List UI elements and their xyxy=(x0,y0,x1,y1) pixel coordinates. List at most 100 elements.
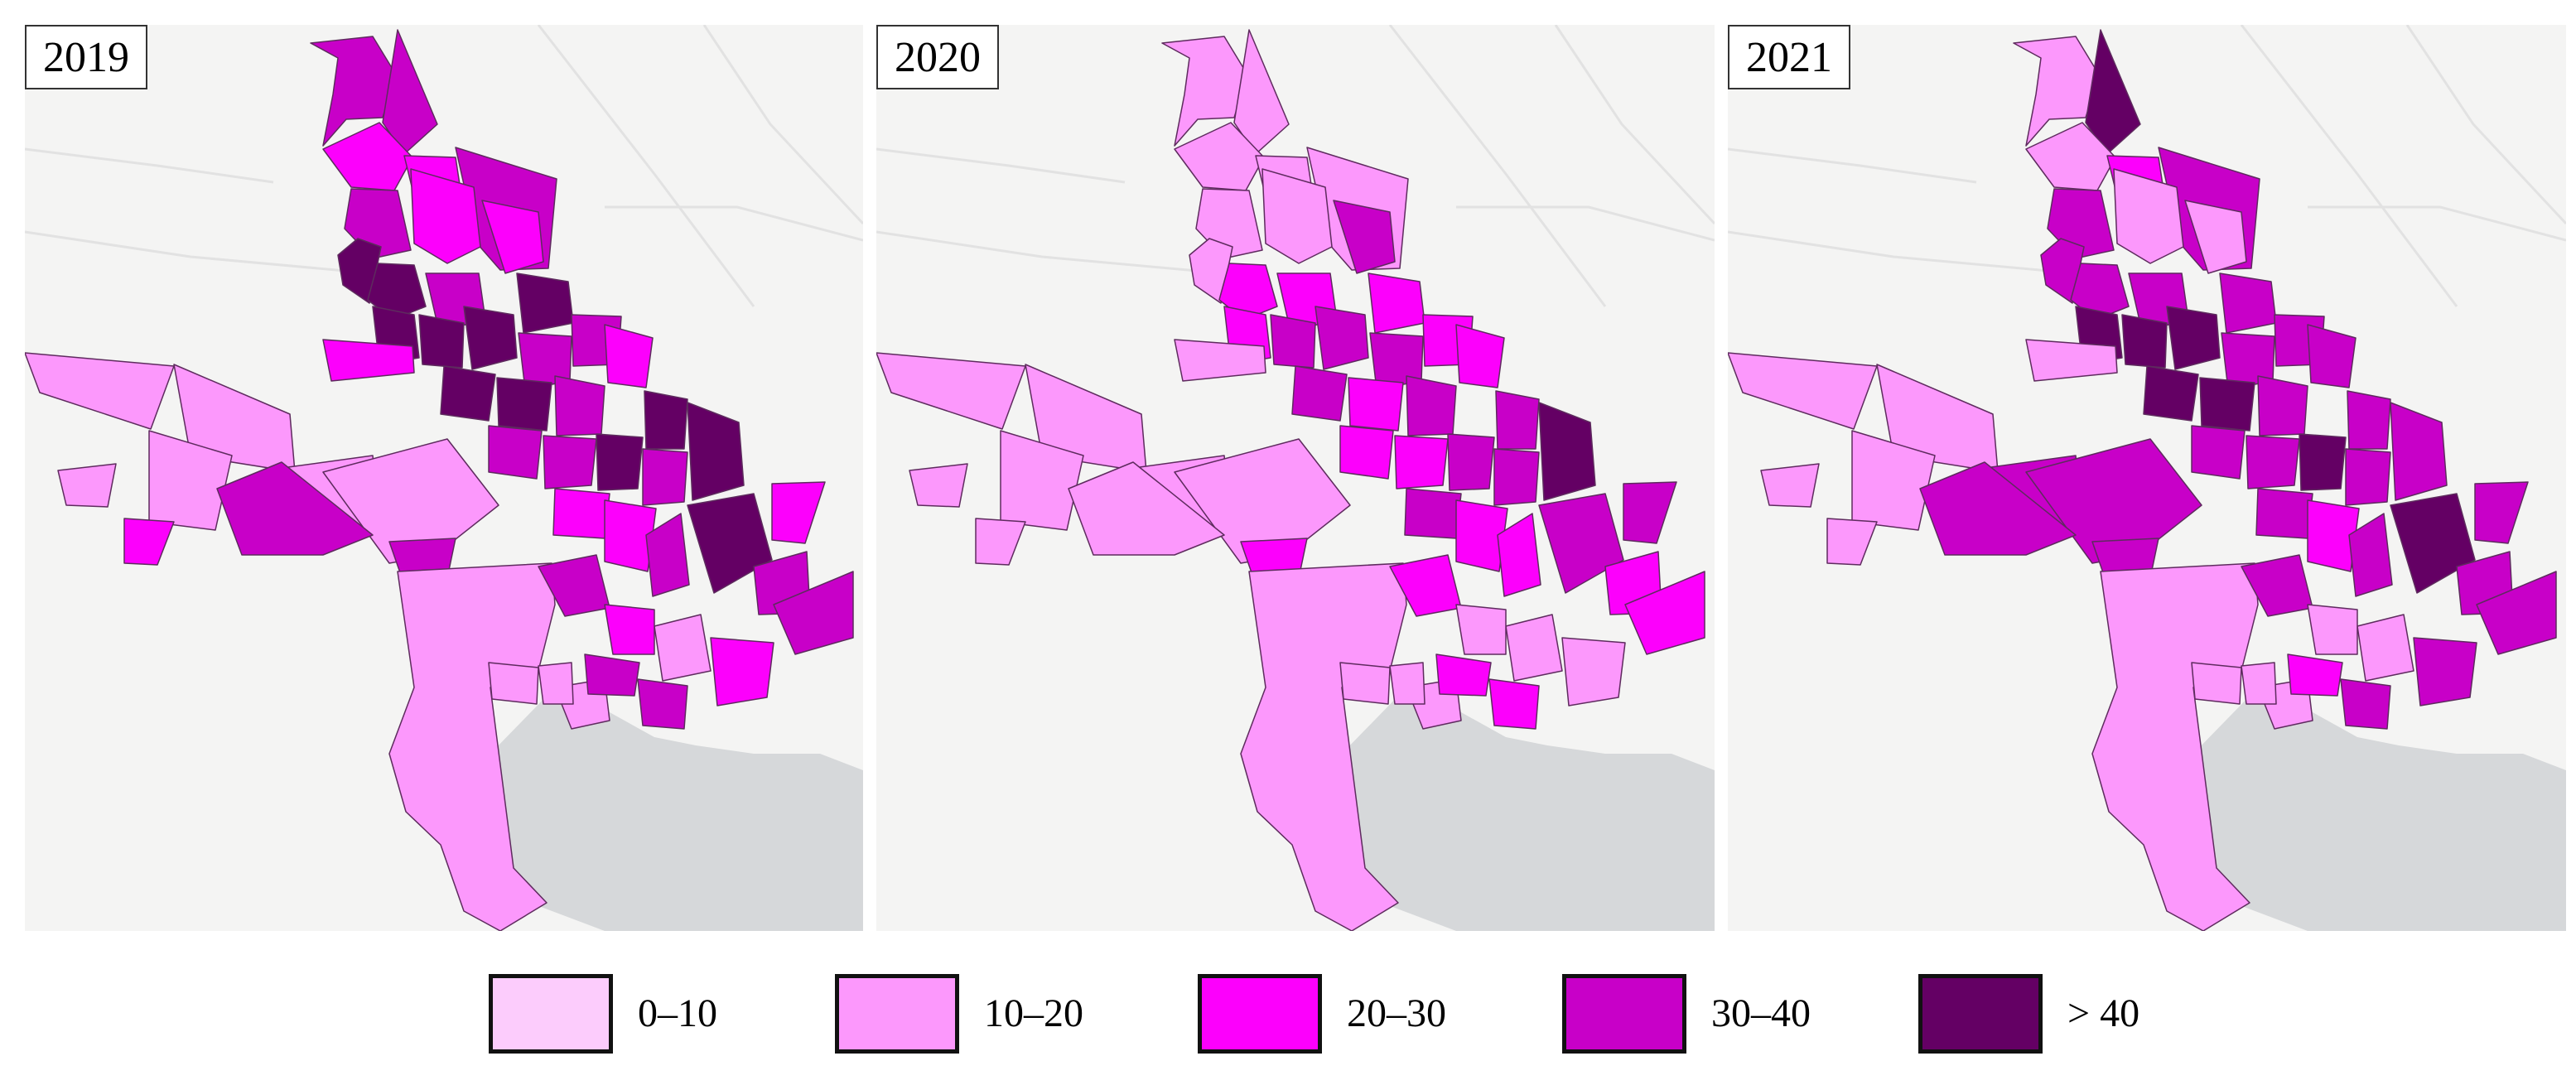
district-area xyxy=(2307,604,2358,655)
district-area xyxy=(148,430,233,531)
legend-swatch xyxy=(1918,974,2043,1054)
district-area xyxy=(645,513,690,597)
district-area xyxy=(771,481,826,544)
basemap-road xyxy=(1728,230,2077,275)
district-area xyxy=(2357,614,2414,682)
district-area xyxy=(1218,263,1278,321)
district-area xyxy=(1174,122,1265,191)
district-area xyxy=(604,324,654,388)
district-area xyxy=(216,461,374,556)
legend-label: > 40 xyxy=(2067,991,2140,1035)
district-area xyxy=(604,604,655,655)
basemap-sea xyxy=(2193,687,2566,931)
district-area xyxy=(2345,448,2391,506)
district-area xyxy=(2348,513,2393,597)
district-area xyxy=(57,463,117,508)
district-area xyxy=(642,448,688,506)
basemap-sea xyxy=(490,687,863,931)
basemap-road xyxy=(605,205,863,242)
district-area xyxy=(584,653,640,697)
legend-swatch xyxy=(835,974,959,1054)
district-area xyxy=(516,272,574,334)
district-area xyxy=(1270,314,1316,369)
legend-label: 0–10 xyxy=(638,991,717,1035)
year-label: 2019 xyxy=(25,25,147,89)
district-area xyxy=(2476,571,2557,655)
district-area xyxy=(1339,425,1394,480)
district-area xyxy=(1315,306,1369,370)
district-area xyxy=(876,352,1026,430)
district-area xyxy=(654,614,712,682)
district-area xyxy=(773,571,854,655)
district-area xyxy=(1368,272,1425,334)
district-area xyxy=(2191,425,2246,480)
district-area xyxy=(710,637,774,706)
basemap-road xyxy=(876,147,1126,184)
district-area xyxy=(2257,375,2308,436)
district-area xyxy=(337,238,382,304)
basemap-road xyxy=(537,25,755,307)
district-area xyxy=(2307,324,2357,388)
district-area xyxy=(1455,499,1508,572)
map-panel-2020: 2020 xyxy=(876,25,1715,931)
legend-swatch xyxy=(1562,974,1686,1054)
district-area xyxy=(1493,448,1540,506)
district-area xyxy=(2113,168,2184,264)
district-area xyxy=(2299,433,2347,491)
district-area xyxy=(975,518,1026,566)
district-area xyxy=(481,200,544,274)
district-area xyxy=(1394,435,1449,489)
legend-label: 20–30 xyxy=(1347,991,1446,1035)
district-area xyxy=(1068,461,1225,556)
district-area xyxy=(637,678,688,730)
district-area xyxy=(552,488,610,539)
year-label: 2020 xyxy=(876,25,999,89)
district-area xyxy=(2025,339,2118,382)
district-area xyxy=(1240,562,1407,931)
district-area xyxy=(2390,493,2476,594)
map-panel-2019: 2019 xyxy=(25,25,863,931)
district-area xyxy=(1389,662,1425,705)
district-area xyxy=(2390,402,2448,501)
district-area xyxy=(644,390,688,450)
district-area xyxy=(1174,339,1266,382)
basemap-road xyxy=(702,25,863,225)
district-area xyxy=(1623,481,1677,544)
basemap-road xyxy=(2240,25,2458,307)
district-area xyxy=(2013,36,2100,147)
district-area xyxy=(1760,463,1820,508)
legend-swatch xyxy=(489,974,613,1054)
district-area xyxy=(310,36,397,147)
district-area xyxy=(1728,352,1878,430)
district-area xyxy=(1348,377,1404,432)
district-area xyxy=(2219,272,2277,334)
district-area xyxy=(2347,390,2391,450)
district-area xyxy=(25,352,175,430)
district-area xyxy=(2340,678,2391,730)
district-area xyxy=(1561,637,1626,706)
district-area xyxy=(2143,365,2199,422)
district-area xyxy=(1495,390,1540,450)
district-area xyxy=(909,463,968,508)
district-area xyxy=(488,662,539,705)
district-area xyxy=(410,168,481,264)
district-area xyxy=(1505,614,1563,682)
legend-swatch xyxy=(1198,974,1322,1054)
district-area xyxy=(496,377,552,432)
district-area xyxy=(418,314,465,369)
basemap-road xyxy=(876,230,1225,275)
legend-label: 30–40 xyxy=(1711,991,1811,1035)
map-panel-2021: 2021 xyxy=(1728,25,2566,931)
choropleth-map xyxy=(25,25,863,931)
legend: 0–10 10–20 20–30 30–40 > 40 xyxy=(0,971,2576,1062)
district-area xyxy=(604,499,657,572)
district-area xyxy=(1488,678,1540,730)
district-area xyxy=(2184,200,2247,274)
district-area xyxy=(2246,435,2300,489)
district-area xyxy=(1333,200,1396,274)
district-area xyxy=(1455,324,1505,388)
district-area xyxy=(1851,430,1936,531)
district-area xyxy=(687,402,745,501)
district-area xyxy=(1291,365,1348,422)
